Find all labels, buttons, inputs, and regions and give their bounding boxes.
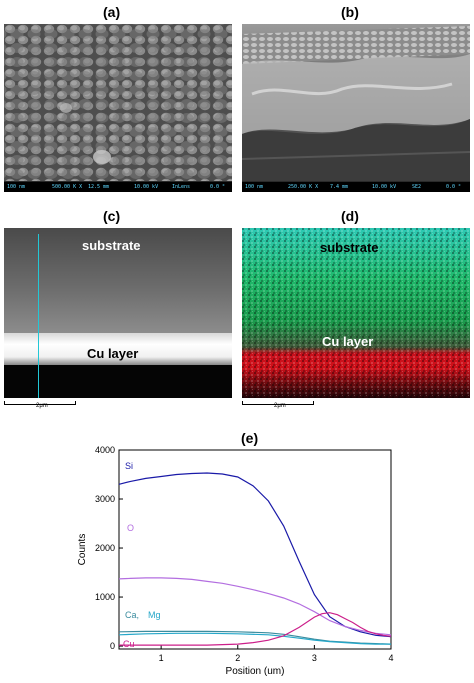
- series-annotation-cu: Cu: [123, 639, 135, 649]
- x-tick-label: 1: [159, 653, 164, 663]
- x-tick-label: 4: [388, 653, 393, 663]
- detector: SE2: [412, 184, 422, 190]
- sem-image-cross-section-eds: substrate Cu layer: [4, 228, 232, 398]
- sem-info-bar-b: 100 nm 250.00 K X 7.4 mm 10.00 kV SE2 0.…: [242, 181, 470, 192]
- x-axis-label: Position (um): [226, 666, 285, 677]
- cu-layer-label: Cu layer: [87, 346, 139, 361]
- eds-line-scan-chart: 0 1000 2000 3000 4000 1 2 3 4 Position (um) Counts…: [77, 445, 394, 677]
- series-annotation-o: O: [127, 523, 134, 533]
- y-tick-label: 0: [110, 641, 115, 651]
- panel-c-label: (c): [103, 208, 121, 224]
- series-annotation-ca: Ca,: [125, 610, 139, 620]
- detector: InLens: [172, 184, 191, 190]
- y-tick-label: 3000: [95, 494, 115, 504]
- series-line-o: [118, 577, 392, 636]
- cu-layer-band: [4, 333, 232, 365]
- panel-a-label: (a): [103, 4, 121, 20]
- eds-line-scan-marker: [38, 234, 39, 398]
- y-tick-label: 2000: [95, 543, 115, 553]
- x-tick-label: 3: [312, 653, 317, 663]
- series-annotation-si: Si: [125, 461, 133, 471]
- scale-label: 100 nm: [245, 184, 264, 190]
- substrate-label: substrate: [82, 238, 141, 253]
- scale-bar-label: 2μm: [274, 403, 286, 409]
- scale-bar-c: 2μm: [4, 399, 76, 411]
- working-distance: 7.4 mm: [330, 184, 349, 190]
- eds-element-map: substrate Cu layer: [242, 228, 470, 398]
- y-axis-label: Counts: [77, 534, 88, 566]
- bottom-dark-band: [4, 365, 232, 398]
- eds-map-noise: [242, 228, 470, 398]
- plot-frame: [118, 449, 392, 650]
- series-line-mg: [118, 632, 391, 645]
- sem-cross-section-texture: [242, 24, 470, 192]
- y-tick-label: 4000: [95, 445, 115, 455]
- scale-bar-label: 2μm: [36, 403, 48, 409]
- working-distance: 12.5 mm: [88, 184, 110, 190]
- magnification: 500.00 K X: [52, 184, 83, 190]
- series-annotation-mg: Mg: [148, 610, 161, 620]
- voltage: 10.00 kV: [372, 184, 397, 190]
- scale-label: 100 nm: [7, 184, 26, 190]
- y-tick-label: 1000: [95, 592, 115, 602]
- panel-d-label: (d): [341, 208, 359, 224]
- panel-e-label: (e): [241, 430, 259, 446]
- voltage: 10.00 kV: [134, 184, 159, 190]
- panel-b-label: (b): [341, 4, 359, 20]
- cu-layer-label: Cu layer: [322, 334, 374, 349]
- x-tick-label: 2: [235, 653, 240, 663]
- sem-image-cross-section: 100 nm 250.00 K X 7.4 mm 10.00 kV SE2 0.…: [242, 24, 470, 192]
- scale-bar-d: 2μm: [242, 399, 314, 411]
- magnification: 250.00 K X: [288, 184, 319, 190]
- series-line-cu: [119, 612, 392, 646]
- tilt: 0.0 °: [210, 184, 226, 190]
- sem-info-bar-a: 100 nm 500.00 K X 12.5 mm 10.00 kV InLen…: [4, 181, 232, 192]
- substrate-label: substrate: [320, 240, 379, 255]
- sem-image-surface: 100 nm 500.00 K X 12.5 mm 10.00 kV InLen…: [4, 24, 232, 192]
- sem-surface-grains: [4, 24, 232, 192]
- tilt: 0.0 °: [446, 184, 462, 190]
